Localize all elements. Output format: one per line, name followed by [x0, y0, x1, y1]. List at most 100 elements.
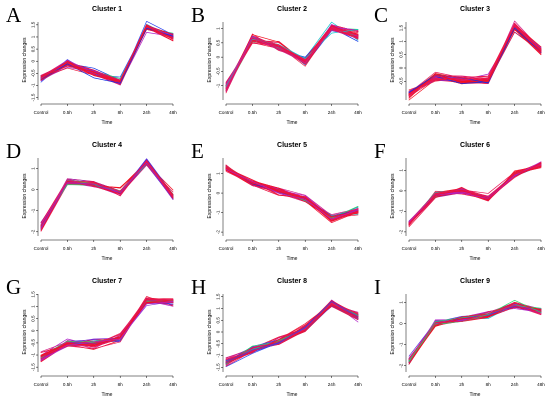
series-line	[408, 299, 542, 362]
x-tick-label: 0.5h	[248, 110, 257, 115]
series-line	[40, 164, 174, 231]
series-line	[40, 27, 174, 81]
series-line	[40, 25, 174, 82]
y-tick-label: -2	[216, 230, 221, 235]
series-line	[40, 26, 174, 83]
y-tick-label: 0	[399, 189, 404, 192]
series-line	[40, 28, 174, 82]
x-tick-label: 24h	[143, 110, 151, 115]
chart-title: Cluster 8	[277, 278, 307, 285]
chart-title: Cluster 9	[460, 278, 490, 285]
series-line	[225, 166, 359, 219]
series-line	[40, 26, 174, 82]
panel-letter: F	[374, 139, 386, 163]
series-line	[225, 300, 359, 364]
series-line	[408, 31, 542, 98]
x-tick-label: 2h	[459, 110, 465, 115]
y-tick-label: 1	[216, 172, 221, 175]
series-line	[40, 300, 174, 361]
series-line	[225, 304, 359, 363]
chart-panel-b: B Cluster 2 -1 -0.5 0 0.5 1 Control 0.5h 2h 8h 24h 4…	[191, 3, 362, 126]
series-line	[225, 30, 359, 91]
series-line	[225, 25, 359, 89]
series-line	[408, 29, 542, 99]
x-tick-label: 8h	[118, 110, 124, 115]
x-tick-label: 8h	[486, 246, 492, 251]
series-line	[408, 304, 542, 361]
series-line	[225, 167, 359, 217]
panel-letter: D	[6, 139, 21, 163]
x-tick-label: 24h	[511, 246, 519, 251]
y-tick-label: 0.5	[31, 45, 36, 52]
series-line	[40, 299, 174, 356]
x-axis-label: Time	[287, 256, 298, 262]
series-group	[408, 20, 542, 101]
x-axis-label: Time	[470, 392, 481, 398]
series-line	[40, 298, 174, 363]
series-line	[40, 27, 174, 82]
series-group	[40, 296, 174, 363]
y-tick-label: 1.5	[31, 291, 36, 298]
series-line	[225, 166, 359, 218]
series-line	[225, 29, 359, 87]
x-tick-label: 48h	[537, 246, 545, 251]
x-tick-label: Control	[34, 382, 49, 387]
series-group	[225, 21, 359, 94]
chart-title: Cluster 5	[277, 142, 307, 149]
chart-title: Cluster 1	[92, 6, 122, 13]
series-line	[225, 26, 359, 89]
series-line	[225, 27, 359, 92]
series-line	[225, 26, 359, 88]
series-line	[225, 26, 359, 90]
series-line	[40, 26, 174, 82]
chart-title: Cluster 2	[277, 6, 307, 13]
chart-title: Cluster 7	[92, 278, 122, 285]
x-tick-label: Control	[219, 246, 234, 251]
x-tick-label: 48h	[169, 110, 177, 115]
series-line	[225, 165, 359, 219]
x-tick-label: 48h	[169, 382, 177, 387]
y-axis-label: Expression changes	[207, 309, 213, 355]
series-line	[225, 165, 359, 215]
series-line	[225, 26, 359, 88]
x-axis-label: Time	[102, 256, 113, 262]
series-line	[40, 27, 174, 84]
panel-letter: B	[191, 3, 205, 27]
series-line	[40, 296, 174, 361]
x-axis-label: Time	[470, 120, 481, 126]
chart-panel-f: F Cluster 6 -2 -1 0 1 Control 0.5h 2h 8h 24h 48h Tim…	[374, 139, 545, 262]
chart-panel-h: H Cluster 8 -1.5 -1 -0.5 0 0.5 1 1.5 Control 0.5h 2…	[191, 275, 362, 398]
series-line	[40, 301, 174, 357]
series-line	[225, 168, 359, 216]
x-tick-label: 8h	[303, 382, 309, 387]
series-line	[40, 299, 174, 361]
y-tick-label: -2	[31, 229, 36, 234]
x-axis-label: Time	[470, 256, 481, 262]
y-tick-label: -0.5	[216, 339, 221, 347]
panel-letter: I	[374, 275, 381, 299]
series-line	[40, 26, 174, 82]
series-line	[225, 301, 359, 363]
x-axis-label: Time	[287, 392, 298, 398]
y-tick-label: 0	[31, 59, 36, 62]
series-line	[225, 167, 359, 218]
x-tick-label: 48h	[169, 246, 177, 251]
x-tick-label: Control	[219, 110, 234, 115]
series-line	[225, 24, 359, 91]
y-tick-label: 1.5	[399, 24, 404, 31]
series-line	[225, 167, 359, 217]
y-tick-label: -1	[399, 342, 404, 347]
series-line	[40, 164, 174, 232]
series-line	[225, 303, 359, 360]
series-line	[40, 25, 174, 82]
x-tick-label: Control	[219, 382, 234, 387]
series-line	[408, 25, 542, 94]
series-line	[225, 169, 359, 220]
y-tick-label: 0.5	[31, 315, 36, 322]
y-tick-label: 1	[216, 27, 221, 30]
y-tick-label: 1.5	[216, 293, 221, 300]
x-tick-label: 24h	[511, 382, 519, 387]
series-line	[225, 27, 359, 90]
series-line	[225, 167, 359, 217]
y-tick-label: 0.5	[216, 317, 221, 324]
